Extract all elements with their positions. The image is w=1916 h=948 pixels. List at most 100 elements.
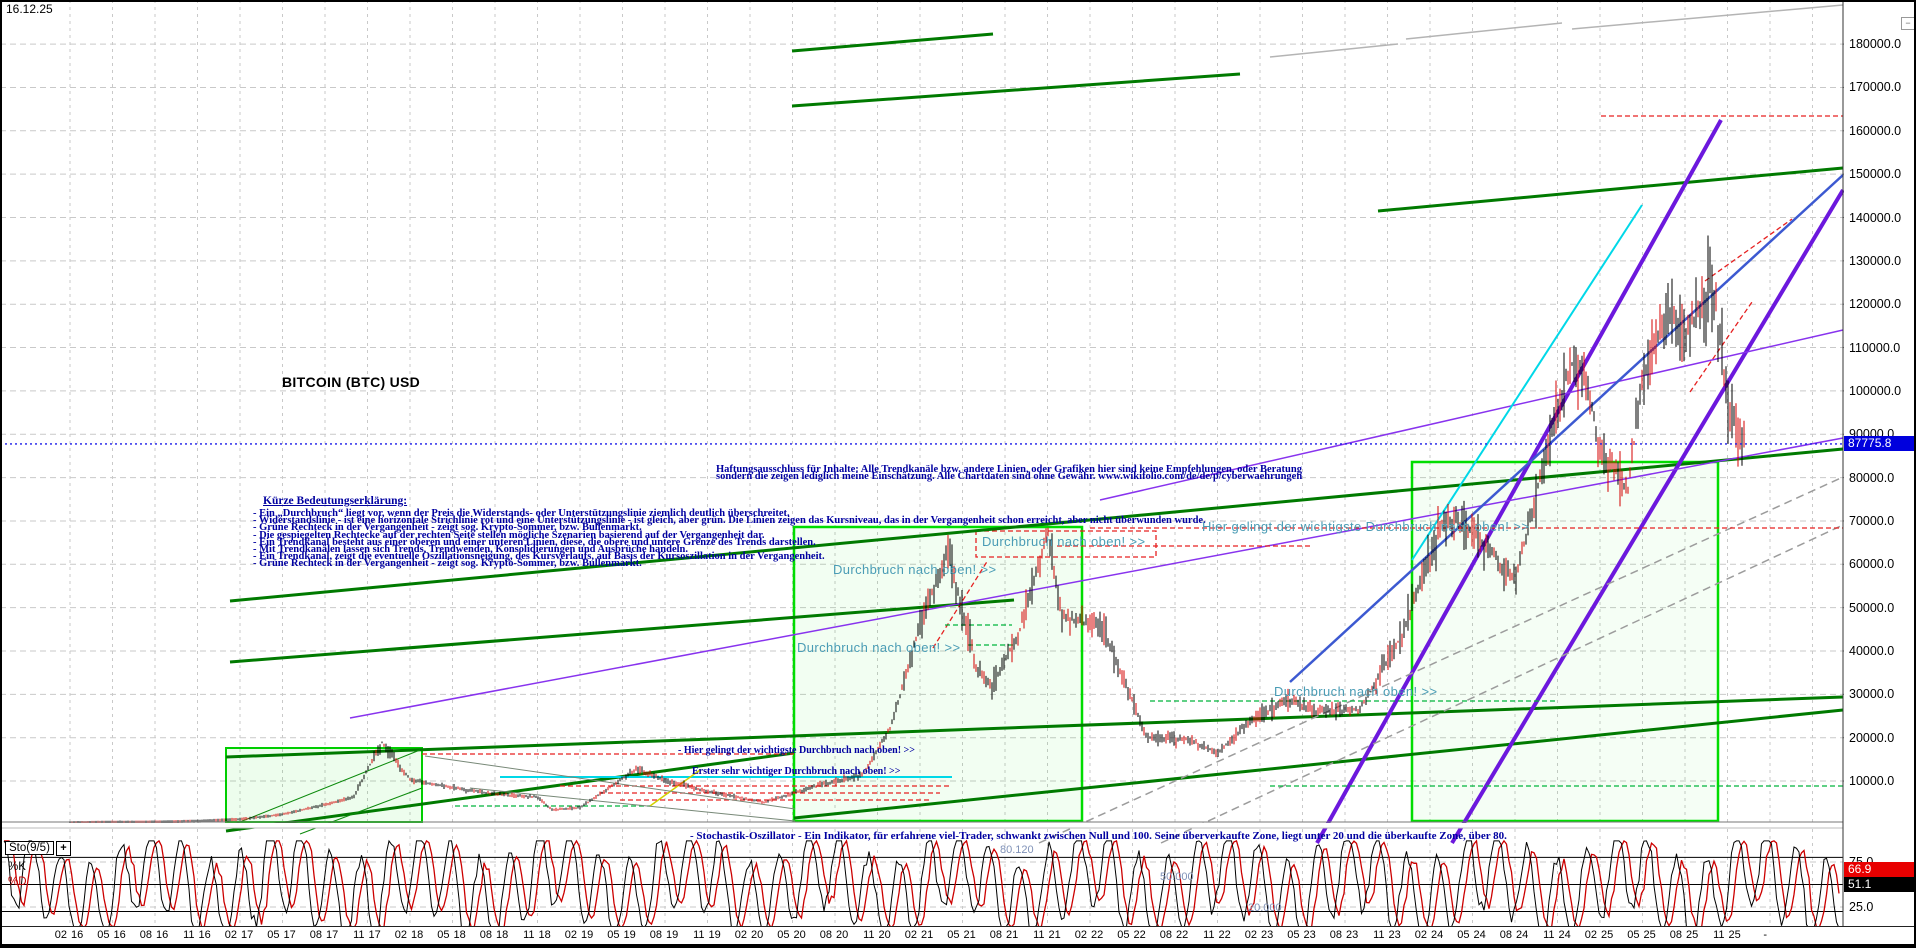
- window-border-right: [1914, 0, 1916, 948]
- disclaimer-line2: sondern die zeigen lediglich meine Einsc…: [716, 471, 1303, 482]
- legend-line: - Die gespiegelten Rechtecke auf der rec…: [253, 529, 765, 541]
- legend-line: - Ein Trendkanal, zeigt die eventuelle O…: [253, 551, 825, 563]
- date-axis-label: 11 16: [183, 929, 211, 941]
- date-axis-label: 11 20: [863, 929, 891, 941]
- price-axis-tick: 80000.0: [1849, 470, 1895, 485]
- price-axis-tick: 20000.0: [1849, 730, 1895, 745]
- osc-level-label: 20.000: [1248, 902, 1282, 914]
- date-axis-label: 05 17: [267, 929, 296, 941]
- stoch-d-label: %D: [8, 876, 27, 888]
- price-axis-tick: 60000.0: [1849, 557, 1895, 572]
- chart-annotation: Durchbruch nach oben! >>: [1274, 684, 1438, 699]
- price-axis-tick: 100000.0: [1849, 383, 1902, 398]
- date-axis-label: 08 19: [649, 929, 679, 941]
- chart-symbol-title: BITCOIN (BTC) USD: [282, 374, 421, 390]
- date-axis-label: 11 22: [1203, 929, 1231, 941]
- legend-line: - Widerstandslinie - ist eine horizontal…: [253, 515, 1206, 527]
- date-axis-label: 08 22: [1159, 929, 1189, 941]
- price-axis-tick: 50000.0: [1849, 600, 1895, 615]
- disclaimer-text: Haftungsausschluss für Inhalte: Alle Tre…: [716, 464, 1303, 482]
- date-axis-label: 02 23: [1244, 929, 1274, 941]
- stoch-d-value-badge: 66.9: [1844, 862, 1916, 877]
- last-update-date: 16.12.25: [6, 2, 53, 16]
- window-border-left: [0, 0, 2, 948]
- legend-line: - Ein Trendkanal besteht aus einer obere…: [253, 536, 816, 548]
- date-axis-label: 02 24: [1414, 929, 1444, 941]
- date-axis-label: 02 20: [734, 929, 764, 941]
- date-axis-label: 05 20: [777, 929, 806, 941]
- price-axis-tick: 150000.0: [1849, 167, 1902, 182]
- chart-annotation: Erster sehr wichtiger Durchbruch nach ob…: [692, 766, 901, 777]
- stochastic-indicator-label[interactable]: Sto(9/5): [5, 841, 54, 855]
- price-axis-tick: 140000.0: [1849, 210, 1902, 225]
- date-axis-label: 08 16: [139, 929, 169, 941]
- date-axis-label: 11 24: [1543, 929, 1571, 941]
- date-axis-label: 05 16: [97, 929, 126, 941]
- oscillator-description: - Stochastik-Oszillator - Ein Indikator,…: [690, 830, 1507, 842]
- osc-level-label: 80.120: [1000, 844, 1034, 856]
- date-axis-label: 02 17: [224, 929, 254, 941]
- date-axis-label: 11 25: [1713, 929, 1741, 941]
- date-axis-label: -: [1763, 929, 1767, 941]
- stoch-k-value-badge: 51.1: [1844, 877, 1916, 892]
- current-price-badge: 87775.8: [1844, 436, 1916, 452]
- date-axis-label: 08 21: [989, 929, 1019, 941]
- date-axis-label: 08 25: [1669, 929, 1699, 941]
- price-axis-tick: 120000.0: [1849, 297, 1902, 312]
- date-axis-label: 08 17: [309, 929, 339, 941]
- price-axis-tick: 160000.0: [1849, 123, 1902, 138]
- minimize-panel-button[interactable]: −: [1901, 17, 1915, 30]
- price-axis-tick: 30000.0: [1849, 687, 1895, 702]
- date-axis-label: 08 23: [1329, 929, 1359, 941]
- date-axis-label: 05 22: [1117, 929, 1146, 941]
- legend-explanation-block: Kürze Bedeutungserklärung: - Ein „Durchb…: [253, 495, 1206, 569]
- date-axis-label: 05 24: [1457, 929, 1486, 941]
- date-axis-label: 08 24: [1499, 929, 1529, 941]
- minimize-icon: −: [1905, 18, 1911, 28]
- stoch-k-label: %K: [8, 861, 26, 873]
- date-axis-label: 02 22: [1074, 929, 1104, 941]
- chart-annotation: Hier gelingt der wichtigste Durchbruch n…: [1202, 519, 1530, 534]
- add-indicator-button[interactable]: +: [56, 841, 71, 856]
- chart-annotation: Durchbruch nach oben! >>: [982, 534, 1146, 549]
- osc-tick-25: 25.0: [1849, 900, 1874, 914]
- window-border-top: [0, 0, 1916, 2]
- price-axis-tick: 170000.0: [1849, 80, 1902, 95]
- date-axis-label: 05 18: [437, 929, 466, 941]
- legend-line: - Ein „Durchbruch“ liegt vor, wenn der P…: [253, 508, 790, 519]
- chart-annotation: Durchbruch nach oben! >>: [797, 640, 961, 655]
- date-axis-label: 02 25: [1584, 929, 1614, 941]
- price-axis-tick: 70000.0: [1849, 513, 1895, 528]
- osc-level-label: 50.000: [1160, 871, 1194, 883]
- price-axis-tick: 40000.0: [1849, 644, 1895, 658]
- window-border-bottom: [0, 944, 1916, 948]
- price-axis-tick: 110000.0: [1849, 340, 1901, 355]
- date-axis-label: 08 18: [479, 929, 509, 941]
- date-axis[interactable]: [0, 926, 1916, 945]
- date-axis-label: 11 17: [353, 929, 381, 941]
- date-axis-label: 11 21: [1033, 929, 1061, 941]
- date-axis-label: 02 21: [904, 929, 934, 941]
- legend-lines: - Ein „Durchbruch“ liegt vor, wenn der P…: [253, 508, 1206, 569]
- legend-title: Kürze Bedeutungserklärung:: [263, 495, 408, 507]
- chart-annotation: - Hier gelingt der wichtigste Durchbruch…: [678, 745, 915, 756]
- date-axis-label: 05 19: [607, 929, 636, 941]
- date-axis-label: 11 19: [693, 929, 721, 941]
- legend-line: - Mit Trendkanälen lassen sich Trends, T…: [253, 544, 688, 556]
- price-axis-tick: 130000.0: [1849, 253, 1902, 268]
- price-axis-tick: 180000.0: [1849, 37, 1902, 52]
- date-axis-label: 08 20: [819, 929, 849, 941]
- disclaimer-line1: Haftungsausschluss für Inhalte: Alle Tre…: [716, 464, 1302, 475]
- date-axis-label: 05 25: [1627, 929, 1656, 941]
- legend-line: - Grüne Rechteck in der Vergangenheit - …: [253, 522, 642, 534]
- chart-annotation: Durchbruch nach oben! >>: [833, 562, 997, 577]
- date-axis-label: 02 18: [394, 929, 424, 941]
- date-axis-label: 05 23: [1287, 929, 1316, 941]
- date-axis-label: 02 19: [564, 929, 594, 941]
- date-axis-label: 11 23: [1373, 929, 1401, 941]
- price-axis[interactable]: [1844, 0, 1916, 944]
- date-axis-label: 11 18: [523, 929, 551, 941]
- date-axis-label: 02 16: [54, 929, 84, 941]
- date-axis-label: 05 21: [947, 929, 976, 941]
